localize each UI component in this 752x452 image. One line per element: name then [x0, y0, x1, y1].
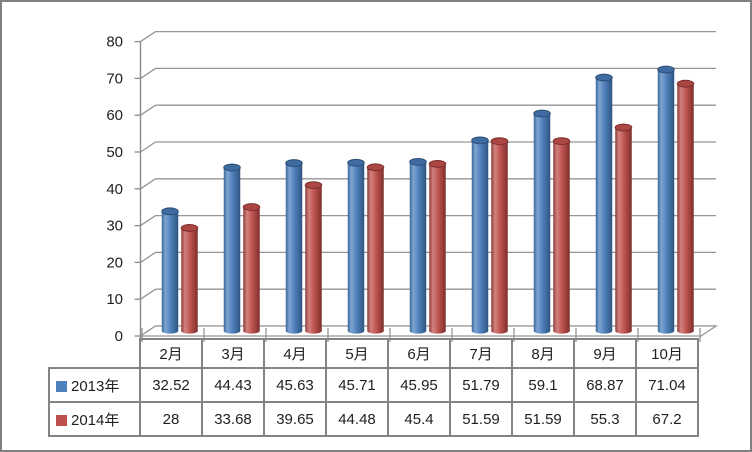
month-header-cell: 5月	[325, 338, 389, 369]
value-cell: 33.68	[201, 401, 265, 437]
value-cell: 32.52	[139, 367, 203, 403]
value-cell: 55.3	[573, 401, 637, 437]
svg-text:60: 60	[106, 107, 123, 124]
month-header-cell: 3月	[201, 338, 265, 369]
month-header-cell: 4月	[263, 338, 327, 369]
legend-color-swatch	[56, 380, 67, 392]
value-cell: 71.04	[635, 367, 699, 403]
value-cell: 28	[139, 401, 203, 437]
legend-label: 2013年	[71, 377, 120, 395]
svg-text:70: 70	[106, 70, 123, 87]
svg-text:40: 40	[106, 181, 123, 198]
value-cell: 68.87	[573, 367, 637, 403]
table-corner-spacer	[49, 339, 140, 368]
month-header-cell: 7月	[449, 338, 513, 369]
value-cell: 59.1	[511, 367, 575, 403]
value-cell: 51.79	[449, 367, 513, 403]
month-header-cell: 8月	[511, 338, 575, 369]
value-cell: 45.95	[387, 367, 451, 403]
data-table-region: 2月 3月 4月 5月 6月 7月 8月 9月 10月 2013年 32.52 44.43 45.63 4…	[48, 338, 699, 437]
value-cell: 51.59	[449, 401, 513, 437]
value-cell: 44.43	[201, 367, 265, 403]
month-header-cell: 10月	[635, 338, 699, 369]
svg-text:30: 30	[106, 218, 123, 235]
value-cell: 44.48	[325, 401, 389, 437]
value-cell: 39.65	[263, 401, 327, 437]
value-cell: 67.2	[635, 401, 699, 437]
value-cell: 51.59	[511, 401, 575, 437]
svg-text:50: 50	[106, 144, 123, 161]
legend-color-swatch	[56, 414, 67, 426]
svg-text:10: 10	[106, 291, 123, 308]
svg-text:20: 20	[106, 254, 123, 271]
value-cell: 45.71	[325, 367, 389, 403]
svg-text:0: 0	[115, 328, 123, 345]
svg-text:80: 80	[106, 34, 123, 51]
legend-cell: 2013年	[48, 367, 141, 403]
series-row: 2014年 28 33.68 39.65 44.48 45.4 51.59 51.59 55.3…	[48, 401, 699, 437]
legend-label: 2014年	[71, 411, 120, 429]
series-row: 2013年 32.52 44.43 45.63 45.71 45.95 51.79 59.1 6…	[48, 367, 699, 403]
legend-cell: 2014年	[48, 401, 141, 437]
value-cell: 45.4	[387, 401, 451, 437]
value-cell: 45.63	[263, 367, 327, 403]
month-header-cell: 2月	[139, 338, 203, 369]
month-header-cell: 6月	[387, 338, 451, 369]
month-header-cell: 9月	[573, 338, 637, 369]
chart-data-table: 2月 3月 4月 5月 6月 7月 8月 9月 10月 2013年 32.52 44.43 45.63 4…	[48, 338, 699, 437]
cylinder-bar-chart-plot: 0 10 20 30 40 50 60 70 80	[106, 30, 719, 345]
